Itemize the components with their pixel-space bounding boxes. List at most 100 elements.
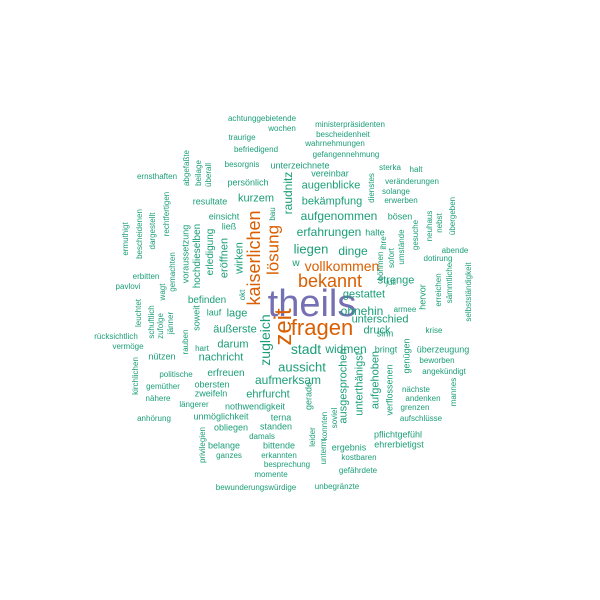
- word-ernsthaften: ernsthaften: [136, 172, 178, 181]
- word-neuhaus: neuhaus: [425, 210, 434, 242]
- word-boesen: bösen: [387, 211, 413, 222]
- word-sterka: sterka: [379, 163, 401, 172]
- word-juli: juli: [386, 278, 396, 287]
- word-ruecksichtlich: rücksichtlich: [94, 332, 138, 341]
- word-kirchlichen: kirchlichen: [131, 357, 140, 395]
- word-momente: momente: [254, 470, 288, 479]
- word-erwerben: erwerben: [384, 196, 418, 205]
- word-ueberzeugung: überzeugung: [416, 344, 470, 355]
- word-fragen: fragen: [290, 315, 354, 340]
- word-ergebnis: ergebnis: [331, 442, 367, 453]
- word-zufolge: zufolge: [156, 313, 165, 339]
- word-erkannten: erkannten: [261, 451, 297, 460]
- word-schuftlich: schuftlich: [147, 305, 156, 339]
- word-erfahrungen: erfahrungen: [296, 225, 362, 239]
- word-bringt: bringt: [374, 344, 398, 355]
- word-erledigung: erledigung: [205, 228, 216, 276]
- word-gestattet: gestattet: [342, 288, 386, 301]
- word-unterm: unterm: [319, 439, 328, 465]
- word-befriedigend: befriedigend: [233, 145, 279, 154]
- word-aussicht: aussicht: [278, 359, 326, 375]
- word-einsicht: einsicht: [208, 211, 240, 222]
- word-bekaempfung: bekämpfung: [301, 195, 363, 208]
- word-politische: politische: [159, 370, 193, 379]
- word-wahrnehmungen: wahrnehmungen: [305, 139, 365, 148]
- word-jaenner: jänner: [166, 311, 175, 335]
- word-abgefasste: abgefaßte: [182, 149, 191, 187]
- word-unmoeglichkeit: unmöglichkeit: [193, 411, 249, 422]
- word-unterzeichnete: unterzeichnete: [270, 160, 330, 171]
- word-sofort: sofort: [387, 247, 396, 269]
- word-lauf: lauf: [206, 307, 222, 318]
- word-bewunderungswuerdige: bewunderungswürdige: [215, 483, 297, 492]
- word-darum: darum: [217, 338, 249, 351]
- word-obliegen: obliegen: [213, 422, 249, 433]
- word-erbitten: erbitten: [132, 272, 160, 281]
- word-resultate: resultate: [192, 196, 228, 207]
- word-umstaende: umstände: [397, 229, 406, 265]
- word-loesung: lösung: [263, 224, 283, 276]
- word-bau: bau: [268, 207, 277, 221]
- word-soweit: soweit: [191, 305, 202, 331]
- word-ausgesprochen: ausgesprochen: [337, 348, 350, 424]
- word-halt: halt: [409, 165, 423, 174]
- word-beworben: beworben: [419, 356, 455, 365]
- word-bescheidenheit: bescheidenheit: [316, 130, 370, 139]
- word-rauben: rauben: [181, 329, 190, 355]
- word-nothwendigkeit: nothwendigkeit: [224, 401, 286, 412]
- word-privilegien: privilegien: [198, 426, 207, 464]
- word-eroeffnen: eröffnen: [218, 237, 231, 279]
- word-andenken: andenken: [405, 394, 441, 403]
- word-pflichtgefuehl: pflichtgefühl: [373, 429, 423, 440]
- word-persoenlich: persönlich: [227, 177, 269, 188]
- word-liegen: liegen: [293, 241, 329, 257]
- word-gefaehrdete: gefährdete: [338, 466, 378, 475]
- word-erfreuen: erfreuen: [207, 368, 245, 379]
- word-besorgnis: besorgnis: [224, 160, 260, 169]
- word-saemmtliche: sämmtliche: [445, 262, 454, 304]
- word-mannes: mannes: [449, 377, 458, 407]
- word-terna: terna: [270, 412, 292, 423]
- word-kurzem: kurzem: [237, 192, 275, 205]
- word-naechste: nächste: [401, 385, 431, 394]
- word-rechtfertigen: rechtfertigen: [162, 191, 171, 237]
- word-belange: belange: [207, 440, 241, 451]
- word-voraussetzung: voraussetzung: [180, 224, 191, 284]
- word-gerade: gerade: [303, 381, 314, 411]
- word-befinden: befinden: [187, 295, 227, 306]
- word-ehrfurcht: ehrfurcht: [246, 388, 290, 401]
- word-selbststaendigkeit: selbstständigkeit: [464, 262, 473, 322]
- word-stadt: stadt: [290, 341, 322, 357]
- word-gesuche: gesuche: [411, 219, 420, 251]
- word-augenblicke: augenblicke: [301, 179, 361, 192]
- word-gemachten: gemachten: [168, 252, 177, 292]
- word-hervor: hervor: [417, 284, 428, 310]
- word-damals: damals: [249, 432, 275, 441]
- word-genuegen: genügen: [401, 338, 412, 374]
- word-ueberall: überall: [204, 162, 213, 188]
- word-wagt: wagt: [158, 283, 167, 301]
- word-uebergeben: übergeben: [448, 196, 457, 236]
- word-druck: druck: [363, 324, 391, 337]
- word-ganzes: ganzes: [216, 451, 242, 460]
- word-halte: halte: [365, 227, 385, 238]
- word-aufgehoben: aufgehoben: [369, 350, 382, 410]
- word-anhoerung: anhörung: [137, 414, 171, 423]
- word-laengerer: längerer: [179, 400, 209, 409]
- word-erreichen: erreichen: [434, 273, 443, 307]
- word-w: w: [292, 258, 300, 269]
- word-ehrerbietigst: ehrerbietigst: [374, 439, 424, 450]
- word-armee: armee: [393, 305, 417, 314]
- word-nebst: nebst: [435, 213, 444, 233]
- word-standen: standen: [259, 421, 293, 432]
- word-dargestellt: dargestellt: [148, 212, 157, 250]
- word-grenzen: grenzen: [400, 403, 430, 412]
- word-hart: hart: [195, 344, 209, 353]
- word-dinge: dinge: [338, 244, 368, 258]
- word-widmen: widmen: [325, 342, 367, 356]
- word-lage: lage: [226, 307, 248, 320]
- word-vermoege: vermöge: [112, 342, 144, 351]
- word-abende: abende: [441, 246, 469, 255]
- word-obersten: obersten: [194, 379, 230, 390]
